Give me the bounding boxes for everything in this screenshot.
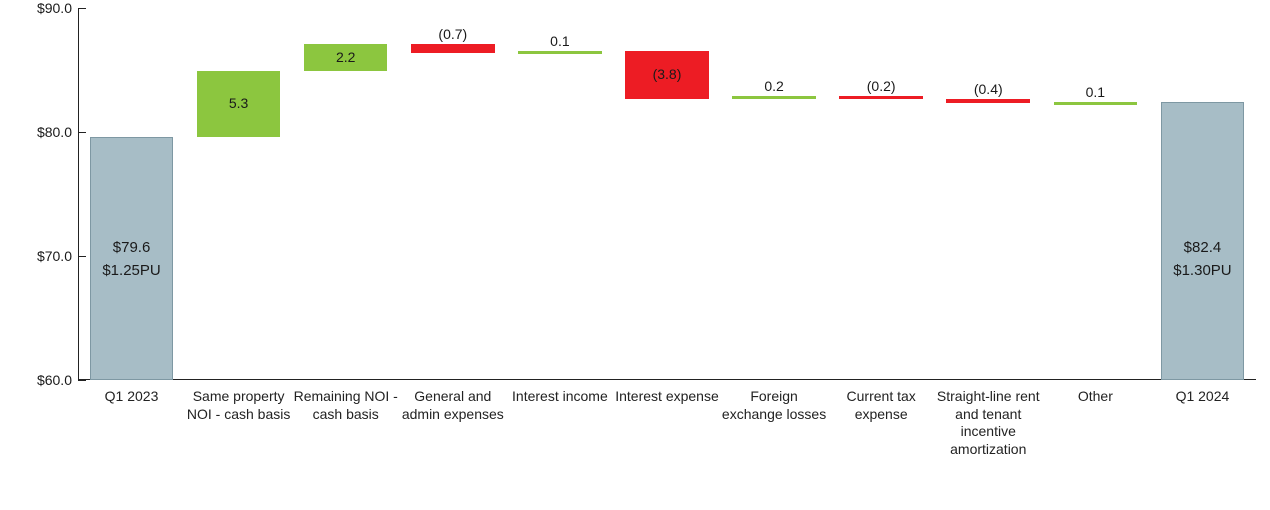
endpoint-value-line: $1.25PU xyxy=(78,260,185,283)
increase-bar xyxy=(732,96,816,99)
x-axis-category-label: Straight-line rent and tenant incentive … xyxy=(935,380,1042,458)
endpoint-value-label: $79.6$1.25PU xyxy=(78,237,185,282)
chart-column: Interest income0.1 xyxy=(506,8,613,380)
chart-column: Same property NOI - cash basis5.3 xyxy=(185,8,292,380)
chart-column: Q1 2024$82.4$1.30PU xyxy=(1149,8,1256,380)
increase-bar xyxy=(1054,102,1138,105)
y-axis-tick-label: $90.0 xyxy=(37,0,78,16)
delta-label: 2.2 xyxy=(292,49,399,65)
decrease-bar xyxy=(411,44,495,53)
x-axis-category-label: Foreign exchange losses xyxy=(721,380,828,423)
y-axis-tick-label: $60.0 xyxy=(37,372,78,388)
delta-label: 0.1 xyxy=(506,33,613,49)
delta-label: 0.2 xyxy=(721,78,828,94)
endpoint-value-line: $79.6 xyxy=(78,237,185,260)
increase-bar xyxy=(518,51,602,54)
chart-column: General and admin expenses(0.7) xyxy=(399,8,506,380)
decrease-bar xyxy=(946,99,1030,104)
x-axis-category-label: Interest expense xyxy=(613,380,720,406)
delta-label: 5.3 xyxy=(185,95,292,111)
chart-column: Straight-line rent and tenant incentive … xyxy=(935,8,1042,380)
x-axis-category-label: Same property NOI - cash basis xyxy=(185,380,292,423)
endpoint-value-line: $1.30PU xyxy=(1149,260,1256,283)
chart-column: Interest expense(3.8) xyxy=(613,8,720,380)
chart-column: Current tax expense(0.2) xyxy=(828,8,935,380)
x-axis-category-label: Q1 2024 xyxy=(1149,380,1256,406)
delta-label: (0.4) xyxy=(935,81,1042,97)
chart-column: Remaining NOI - cash basis2.2 xyxy=(292,8,399,380)
chart-column: Other0.1 xyxy=(1042,8,1149,380)
waterfall-chart: $60.0$70.0$80.0$90.0Q1 2023$79.6$1.25PUS… xyxy=(0,0,1270,510)
plot-area: $60.0$70.0$80.0$90.0Q1 2023$79.6$1.25PUS… xyxy=(78,8,1256,380)
x-axis-category-label: Other xyxy=(1042,380,1149,406)
x-axis-category-label: Q1 2023 xyxy=(78,380,185,406)
endpoint-value-label: $82.4$1.30PU xyxy=(1149,237,1256,282)
delta-label: (0.2) xyxy=(828,78,935,94)
x-axis-category-label: Remaining NOI - cash basis xyxy=(292,380,399,423)
decrease-bar xyxy=(839,96,923,99)
y-axis-tick-label: $80.0 xyxy=(37,124,78,140)
delta-label: 0.1 xyxy=(1042,84,1149,100)
x-axis-category-label: Interest income xyxy=(506,380,613,406)
y-axis-tick-label: $70.0 xyxy=(37,248,78,264)
delta-label: (0.7) xyxy=(399,26,506,42)
endpoint-value-line: $82.4 xyxy=(1149,237,1256,260)
chart-column: Foreign exchange losses0.2 xyxy=(721,8,828,380)
x-axis-category-label: General and admin expenses xyxy=(399,380,506,423)
delta-label: (3.8) xyxy=(613,66,720,82)
x-axis-category-label: Current tax expense xyxy=(828,380,935,423)
chart-column: Q1 2023$79.6$1.25PU xyxy=(78,8,185,380)
